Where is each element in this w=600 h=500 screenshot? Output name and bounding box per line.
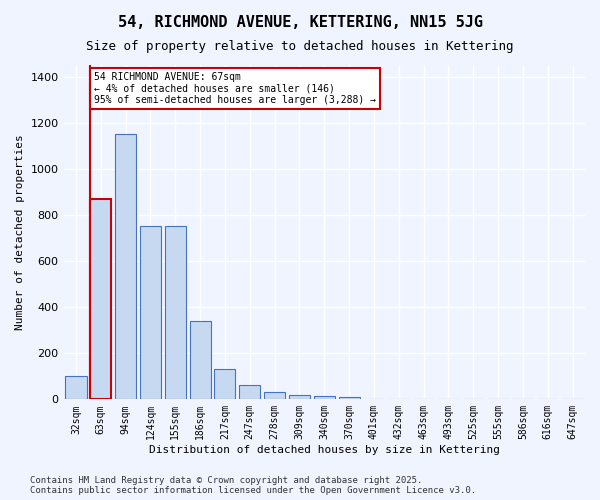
Text: 54, RICHMOND AVENUE, KETTERING, NN15 5JG: 54, RICHMOND AVENUE, KETTERING, NN15 5JG [118, 15, 482, 30]
Bar [140, 226, 161, 400]
X-axis label: Distribution of detached houses by size in Kettering: Distribution of detached houses by size … [149, 445, 500, 455]
Bar [115, 134, 136, 400]
Text: 54 RICHMOND AVENUE: 67sqm
← 4% of detached houses are smaller (146)
95% of semi-: 54 RICHMOND AVENUE: 67sqm ← 4% of detach… [94, 72, 376, 105]
Bar [314, 396, 335, 400]
Y-axis label: Number of detached properties: Number of detached properties [15, 134, 25, 330]
Text: Size of property relative to detached houses in Kettering: Size of property relative to detached ho… [86, 40, 514, 53]
Bar [264, 392, 285, 400]
Bar [338, 397, 359, 400]
Bar [289, 394, 310, 400]
Text: Contains HM Land Registry data © Crown copyright and database right 2025.
Contai: Contains HM Land Registry data © Crown c… [30, 476, 476, 495]
Bar [190, 321, 211, 400]
Bar [90, 198, 112, 400]
Bar [214, 370, 235, 400]
Bar [239, 386, 260, 400]
Bar [165, 226, 186, 400]
Bar [65, 376, 86, 400]
